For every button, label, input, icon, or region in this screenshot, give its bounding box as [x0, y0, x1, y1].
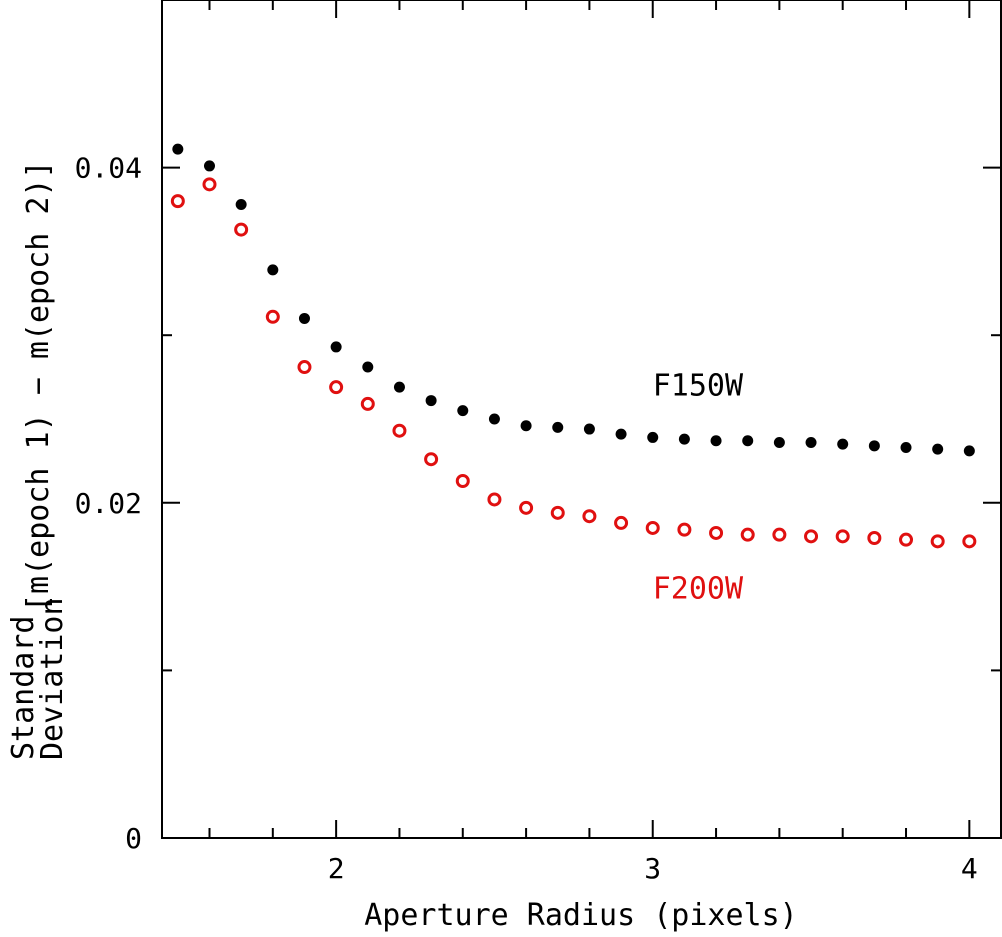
data-point-f150w	[615, 428, 627, 440]
data-point-f200w	[202, 177, 217, 192]
data-point-f150w	[425, 395, 437, 407]
data-point-f150w	[298, 312, 310, 324]
data-point-f200w	[519, 500, 534, 515]
data-point-f150w	[267, 264, 279, 276]
data-point-f150w	[742, 435, 754, 447]
data-point-f200w	[234, 222, 249, 237]
data-point-f150w	[583, 423, 595, 435]
data-point-f150w	[647, 431, 659, 443]
data-point-f150w	[235, 198, 247, 210]
x-tick-label: 2	[328, 852, 345, 885]
x-tick-label: 4	[961, 852, 978, 885]
data-point-f150w	[837, 438, 849, 450]
data-point-f150w	[963, 445, 975, 457]
data-point-f200w	[170, 194, 185, 209]
y-axis-label-bracket: [m(epoch 1) − m(epoch 2)]	[21, 160, 56, 612]
data-point-f200w	[835, 529, 850, 544]
data-point-f200w	[265, 309, 280, 324]
data-point-f200w	[614, 515, 629, 530]
y-axis-label-line1: Standard	[6, 616, 41, 761]
plot-frame	[161, 0, 1002, 839]
x-axis-label: Aperture Radius (pixels)	[364, 898, 797, 933]
axis-tick-labels: 2 3 4 0 0.02 0.04	[75, 152, 978, 885]
data-point-f150w	[678, 433, 690, 445]
data-point-f200w	[867, 530, 882, 545]
series-annotations: F150W F200W	[653, 369, 744, 607]
data-point-f200w	[899, 532, 914, 547]
data-point-f150w	[203, 160, 215, 172]
axis-ticks	[162, 0, 1001, 839]
data-point-f150w	[900, 441, 912, 453]
data-point-f150w	[552, 421, 564, 433]
data-point-f150w	[488, 413, 500, 425]
data-point-f150w	[805, 436, 817, 448]
data-point-f150w	[868, 440, 880, 452]
data-point-f150w	[457, 405, 469, 417]
data-point-f200w	[772, 527, 787, 542]
data-point-f200w	[645, 520, 660, 535]
data-point-f200w	[424, 452, 439, 467]
data-point-f150w	[773, 436, 785, 448]
data-point-f150w	[520, 420, 532, 432]
data-point-f200w	[740, 527, 755, 542]
data-point-f200w	[804, 529, 819, 544]
data-point-f150w	[932, 443, 944, 455]
data-point-f200w	[582, 509, 597, 524]
data-point-f200w	[677, 522, 692, 537]
series-f150w	[172, 143, 975, 457]
data-point-f200w	[930, 534, 945, 549]
data-point-f200w	[962, 534, 977, 549]
data-point-f200w	[487, 492, 502, 507]
data-point-f200w	[392, 423, 407, 438]
y-tick-label: 0.04	[75, 152, 142, 185]
data-point-f150w	[172, 143, 184, 155]
data-point-f200w	[455, 474, 470, 489]
x-tick-label: 3	[644, 852, 661, 885]
data-point-f200w	[709, 525, 724, 540]
data-point-f200w	[297, 360, 312, 375]
data-point-f150w	[710, 435, 722, 447]
data-point-f200w	[360, 396, 375, 411]
y-tick-label: 0.02	[75, 487, 142, 520]
data-point-f150w	[330, 341, 342, 353]
data-point-f150w	[362, 361, 374, 373]
series-f200w	[170, 177, 977, 549]
data-point-f200w	[550, 505, 565, 520]
y-tick-label: 0	[125, 822, 142, 855]
data-point-f200w	[329, 380, 344, 395]
series-label-f200w: F200W	[653, 571, 744, 606]
y-axis-label-line2: Deviation	[35, 597, 70, 760]
series-label-f150w: F150W	[653, 369, 744, 404]
data-point-f150w	[393, 381, 405, 393]
data-points	[170, 143, 977, 549]
